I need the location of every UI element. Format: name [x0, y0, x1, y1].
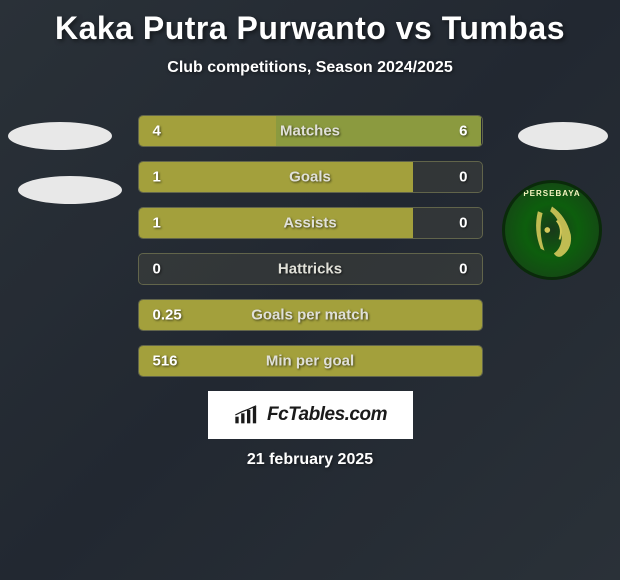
date-text: 21 february 2025: [0, 451, 620, 469]
stat-value-left: 1: [153, 215, 161, 232]
stat-row: 1 Goals 0: [138, 161, 483, 193]
stats-area: 4 Matches 6 1 Goals 0 1 Assists 0 0 Hattricks 0 0.25…: [138, 107, 483, 377]
stat-row: 4 Matches 6: [138, 115, 483, 147]
stat-label: Goals per match: [251, 307, 369, 324]
bar-left: [139, 208, 413, 238]
club-badge-graphic: [505, 183, 599, 277]
club-badge: PERSEBAYA: [502, 180, 602, 280]
footer-brand-badge: FcTables.com: [208, 391, 413, 439]
chart-icon: [233, 405, 261, 425]
player-avatar-placeholder-2: [18, 176, 122, 204]
stat-value-right: 0: [459, 169, 467, 186]
stat-value-right: 0: [459, 215, 467, 232]
stat-value-left: 0: [153, 261, 161, 278]
stat-value-right: 6: [459, 123, 467, 140]
bar-left: [139, 162, 413, 192]
stat-value-left: 0.25: [153, 307, 182, 324]
player-avatar-placeholder-3: [518, 122, 608, 150]
stat-label: Matches: [280, 123, 340, 140]
stat-label: Goals: [289, 169, 331, 186]
stat-row: 0 Hattricks 0: [138, 253, 483, 285]
main-container: Kaka Putra Purwanto vs Tumbas Club compe…: [0, 0, 620, 580]
stat-label: Min per goal: [266, 353, 354, 370]
stat-label: Assists: [283, 215, 336, 232]
stat-row: 516 Min per goal: [138, 345, 483, 377]
stat-value-left: 4: [153, 123, 161, 140]
stat-value-left: 516: [153, 353, 178, 370]
bar-empty: [413, 162, 482, 192]
stat-value-right: 0: [459, 261, 467, 278]
page-title: Kaka Putra Purwanto vs Tumbas: [0, 10, 620, 47]
bar-empty: [413, 208, 482, 238]
club-badge-inner: PERSEBAYA: [505, 183, 599, 277]
stat-label: Hattricks: [278, 261, 342, 278]
subtitle: Club competitions, Season 2024/2025: [0, 59, 620, 77]
footer-brand-text: FcTables.com: [267, 404, 387, 426]
stat-value-left: 1: [153, 169, 161, 186]
player-avatar-placeholder-1: [8, 122, 112, 150]
stat-row: 0.25 Goals per match: [138, 299, 483, 331]
stat-row: 1 Assists 0: [138, 207, 483, 239]
